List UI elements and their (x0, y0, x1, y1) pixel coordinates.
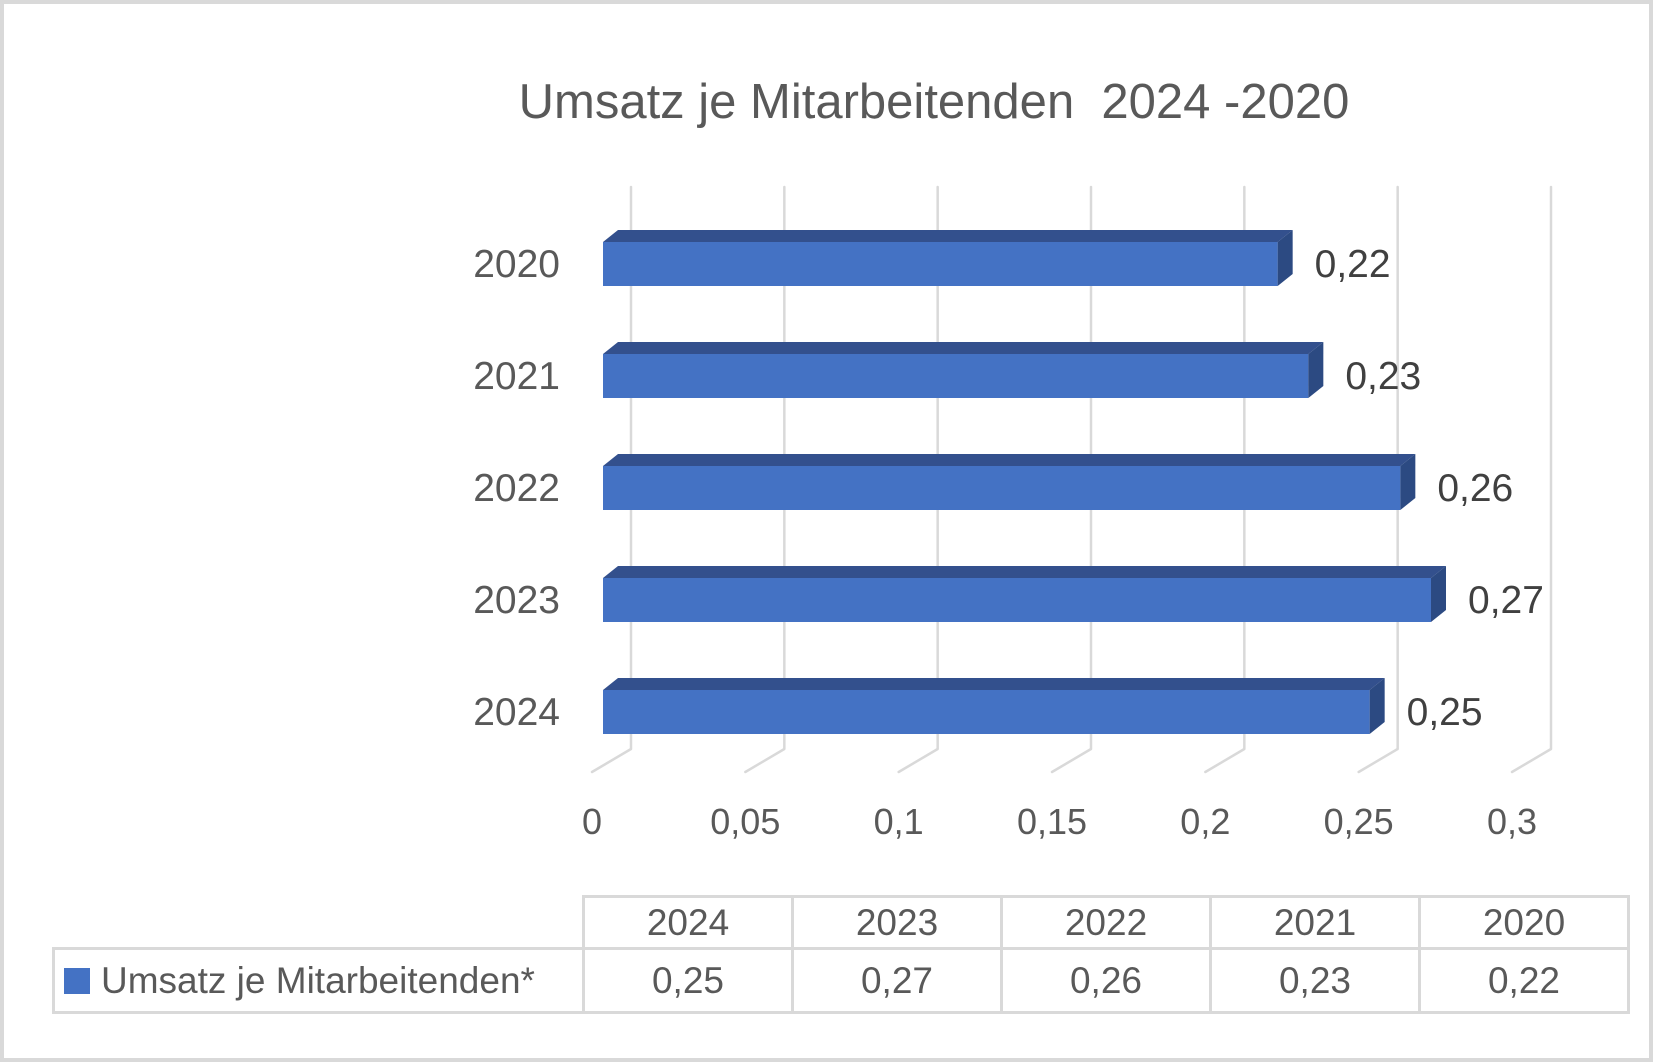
bar-value-label: 0,27 (1468, 579, 1544, 622)
chart-title: Umsatz je Mitarbeitenden 2024 -2020 (518, 75, 1350, 129)
bar-front-face (603, 354, 1309, 398)
table-value-cell: 0,23 (1209, 947, 1421, 1014)
category-label: 2024 (473, 691, 560, 734)
bar-side-face (1431, 566, 1446, 622)
bar-value-label: 0,25 (1407, 691, 1483, 734)
legend-cell: Umsatz je Mitarbeitenden* (52, 947, 585, 1014)
gridline (1510, 185, 1553, 774)
category-label: 2021 (473, 355, 560, 398)
bar-front-face (603, 466, 1401, 510)
series-name-label: Umsatz je Mitarbeitenden* (101, 959, 535, 1001)
x-axis-tick-label: 0,2 (1180, 801, 1230, 842)
table-value-cell: 0,22 (1418, 947, 1630, 1014)
bar-side-face (1308, 342, 1324, 398)
bar-front-face (603, 242, 1278, 286)
data-table: 2024 2023 2022 2021 2020 Umsatz je Mitar… (52, 895, 1630, 1014)
bar-side-face (1369, 678, 1385, 734)
table-column-header: 2023 (791, 895, 1003, 950)
table-value-row: Umsatz je Mitarbeitenden* 0,25 0,27 0,26… (52, 947, 1630, 1014)
bar-side-face (1277, 230, 1293, 286)
x-axis-tick-label: 0,15 (1017, 801, 1087, 842)
x-axis-tick-label: 0,1 (874, 801, 924, 842)
gridline (1357, 185, 1399, 774)
x-axis-tick-label: 0 (582, 801, 602, 842)
table-column-header: 2021 (1209, 895, 1421, 950)
category-label: 2020 (473, 243, 560, 286)
bar-top-face (603, 566, 1446, 578)
x-axis-tick-label: 0,05 (710, 801, 780, 842)
bar-side-face (1400, 454, 1416, 510)
table-value-cell: 0,25 (582, 947, 794, 1014)
bar-value-label: 0,22 (1315, 243, 1391, 286)
bar-top-face (603, 454, 1416, 466)
bar-top-face (603, 678, 1385, 690)
table-column-header: 2020 (1418, 895, 1630, 950)
table-blank-cell (54, 897, 584, 949)
bar-chart-plot-area: 0 0,05 0,1 0,15 0,2 0,25 0,3 2020 0,22 2021 0,23 20… (473, 185, 1553, 842)
bar-top-face (603, 230, 1293, 242)
category-label: 2023 (473, 579, 560, 622)
table-value-cell: 0,26 (1000, 947, 1212, 1014)
x-axis-tick-label: 0,25 (1324, 801, 1394, 842)
table-column-header: 2022 (1000, 895, 1212, 950)
bar-top-face (603, 342, 1324, 354)
bar-value-label: 0,23 (1345, 355, 1421, 398)
category-label: 2022 (473, 467, 560, 510)
table-value-cell: 0,27 (791, 947, 1003, 1014)
legend-marker-icon (64, 967, 90, 994)
bar-front-face (603, 578, 1431, 622)
bar-front-face (603, 690, 1370, 734)
bar-value-label: 0,26 (1437, 467, 1513, 510)
table-header-row: 2024 2023 2022 2021 2020 (54, 895, 1630, 950)
table-column-header: 2024 (582, 895, 794, 950)
x-axis-tick-label: 0,3 (1487, 801, 1537, 842)
